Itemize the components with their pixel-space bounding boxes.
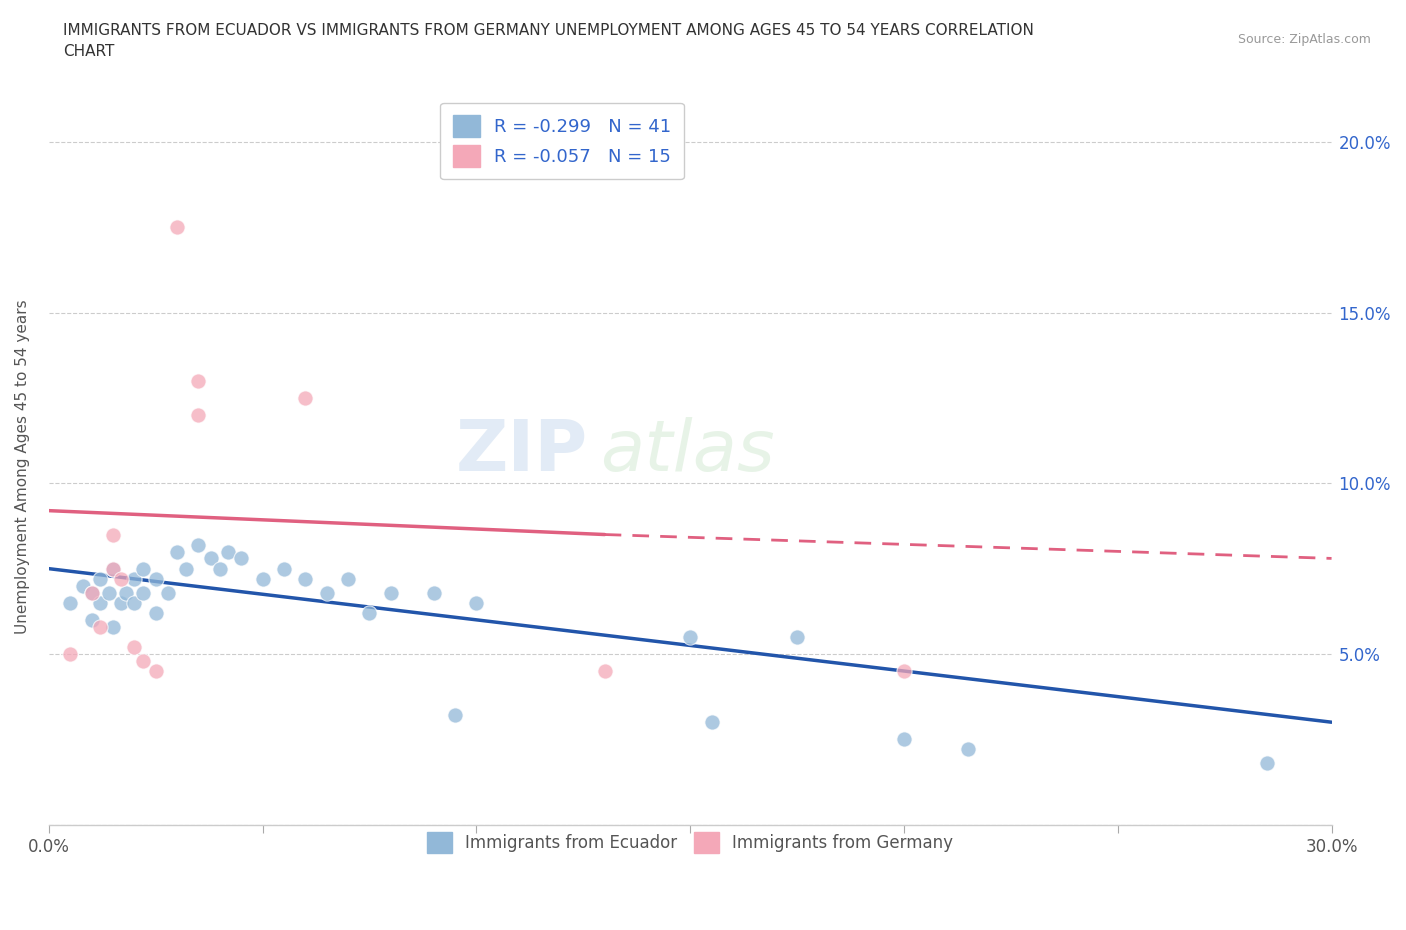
- Point: [166, 220, 188, 235]
- Point: [101, 561, 124, 576]
- Point: [593, 664, 616, 679]
- Point: [893, 664, 915, 679]
- Point: [679, 630, 702, 644]
- Point: [1256, 756, 1278, 771]
- Point: [217, 544, 239, 559]
- Point: [893, 732, 915, 747]
- Point: [252, 571, 274, 586]
- Point: [89, 619, 111, 634]
- Point: [80, 585, 103, 600]
- Point: [786, 630, 808, 644]
- Point: [174, 561, 197, 576]
- Point: [72, 578, 94, 593]
- Text: ZIP: ZIP: [456, 418, 588, 486]
- Text: Source: ZipAtlas.com: Source: ZipAtlas.com: [1237, 33, 1371, 46]
- Point: [187, 374, 209, 389]
- Point: [80, 585, 103, 600]
- Point: [122, 595, 145, 610]
- Point: [166, 544, 188, 559]
- Point: [145, 605, 167, 620]
- Point: [110, 595, 132, 610]
- Point: [200, 551, 222, 565]
- Point: [59, 646, 82, 661]
- Point: [110, 571, 132, 586]
- Point: [89, 595, 111, 610]
- Point: [101, 527, 124, 542]
- Point: [114, 585, 136, 600]
- Point: [145, 571, 167, 586]
- Point: [337, 571, 360, 586]
- Point: [132, 561, 155, 576]
- Text: IMMIGRANTS FROM ECUADOR VS IMMIGRANTS FROM GERMANY UNEMPLOYMENT AMONG AGES 45 TO: IMMIGRANTS FROM ECUADOR VS IMMIGRANTS FR…: [63, 23, 1035, 60]
- Point: [187, 407, 209, 422]
- Point: [273, 561, 295, 576]
- Point: [97, 585, 120, 600]
- Point: [101, 561, 124, 576]
- Legend: Immigrants from Ecuador, Immigrants from Germany: Immigrants from Ecuador, Immigrants from…: [420, 826, 960, 859]
- Point: [315, 585, 337, 600]
- Point: [89, 571, 111, 586]
- Point: [132, 585, 155, 600]
- Point: [157, 585, 180, 600]
- Text: atlas: atlas: [600, 418, 775, 486]
- Point: [422, 585, 444, 600]
- Point: [444, 708, 467, 723]
- Point: [294, 391, 316, 405]
- Point: [187, 538, 209, 552]
- Point: [208, 561, 231, 576]
- Point: [145, 664, 167, 679]
- Point: [122, 571, 145, 586]
- Point: [132, 654, 155, 669]
- Point: [294, 571, 316, 586]
- Point: [359, 605, 381, 620]
- Point: [59, 595, 82, 610]
- Point: [80, 612, 103, 627]
- Point: [380, 585, 402, 600]
- Point: [465, 595, 488, 610]
- Y-axis label: Unemployment Among Ages 45 to 54 years: Unemployment Among Ages 45 to 54 years: [15, 299, 30, 633]
- Point: [101, 619, 124, 634]
- Point: [122, 640, 145, 655]
- Point: [231, 551, 253, 565]
- Point: [700, 715, 723, 730]
- Point: [957, 742, 980, 757]
